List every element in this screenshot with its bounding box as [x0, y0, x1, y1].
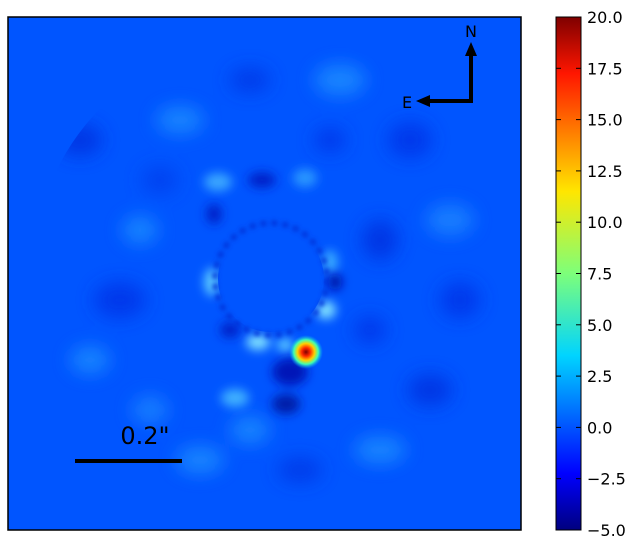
east-label: E: [402, 93, 412, 112]
colorbar-tick-label: 17.5: [587, 59, 623, 78]
colorbar-tick-label: 0.0: [587, 418, 612, 437]
colorbar-tick-label: 20.0: [587, 8, 623, 27]
colorbar-tick-label: −2.5: [587, 470, 626, 489]
colorbar-tick-label: 12.5: [587, 162, 623, 181]
scale-bar: 0.2": [75, 422, 182, 463]
colorbar-ticks: 20.0 17.5 15.0 12.5 10.0 7.5 5.0 2.5 0.0 −2.5 −5.0: [556, 8, 626, 540]
colorbar-tick-label: −5.0: [587, 521, 626, 540]
image-frame: [7, 16, 522, 531]
colorbar-tick-label: 2.5: [587, 367, 612, 386]
colorbar-tick-label: 5.0: [587, 316, 612, 335]
colorbar-tick-label: 7.5: [587, 265, 612, 284]
coronagraph-mask: [218, 226, 324, 332]
colorbar-tick-label: 10.0: [587, 213, 623, 232]
coronagraph-image: [8, 17, 521, 530]
colorbar-tick-label: 15.0: [587, 111, 623, 130]
north-label: N: [465, 22, 477, 41]
compass: N E: [402, 22, 477, 112]
north-arrowhead: [465, 42, 477, 56]
colorbar: 20.0 17.5 15.0 12.5 10.0 7.5 5.0 2.5 0.0 −2.5 −5.0: [555, 8, 626, 540]
scale-bar-label: 0.2": [120, 422, 169, 450]
companion-point-source: [289, 335, 323, 369]
speckle-field: [58, 64, 480, 482]
mask-edge: [212, 220, 330, 338]
east-arrowhead: [416, 95, 430, 107]
